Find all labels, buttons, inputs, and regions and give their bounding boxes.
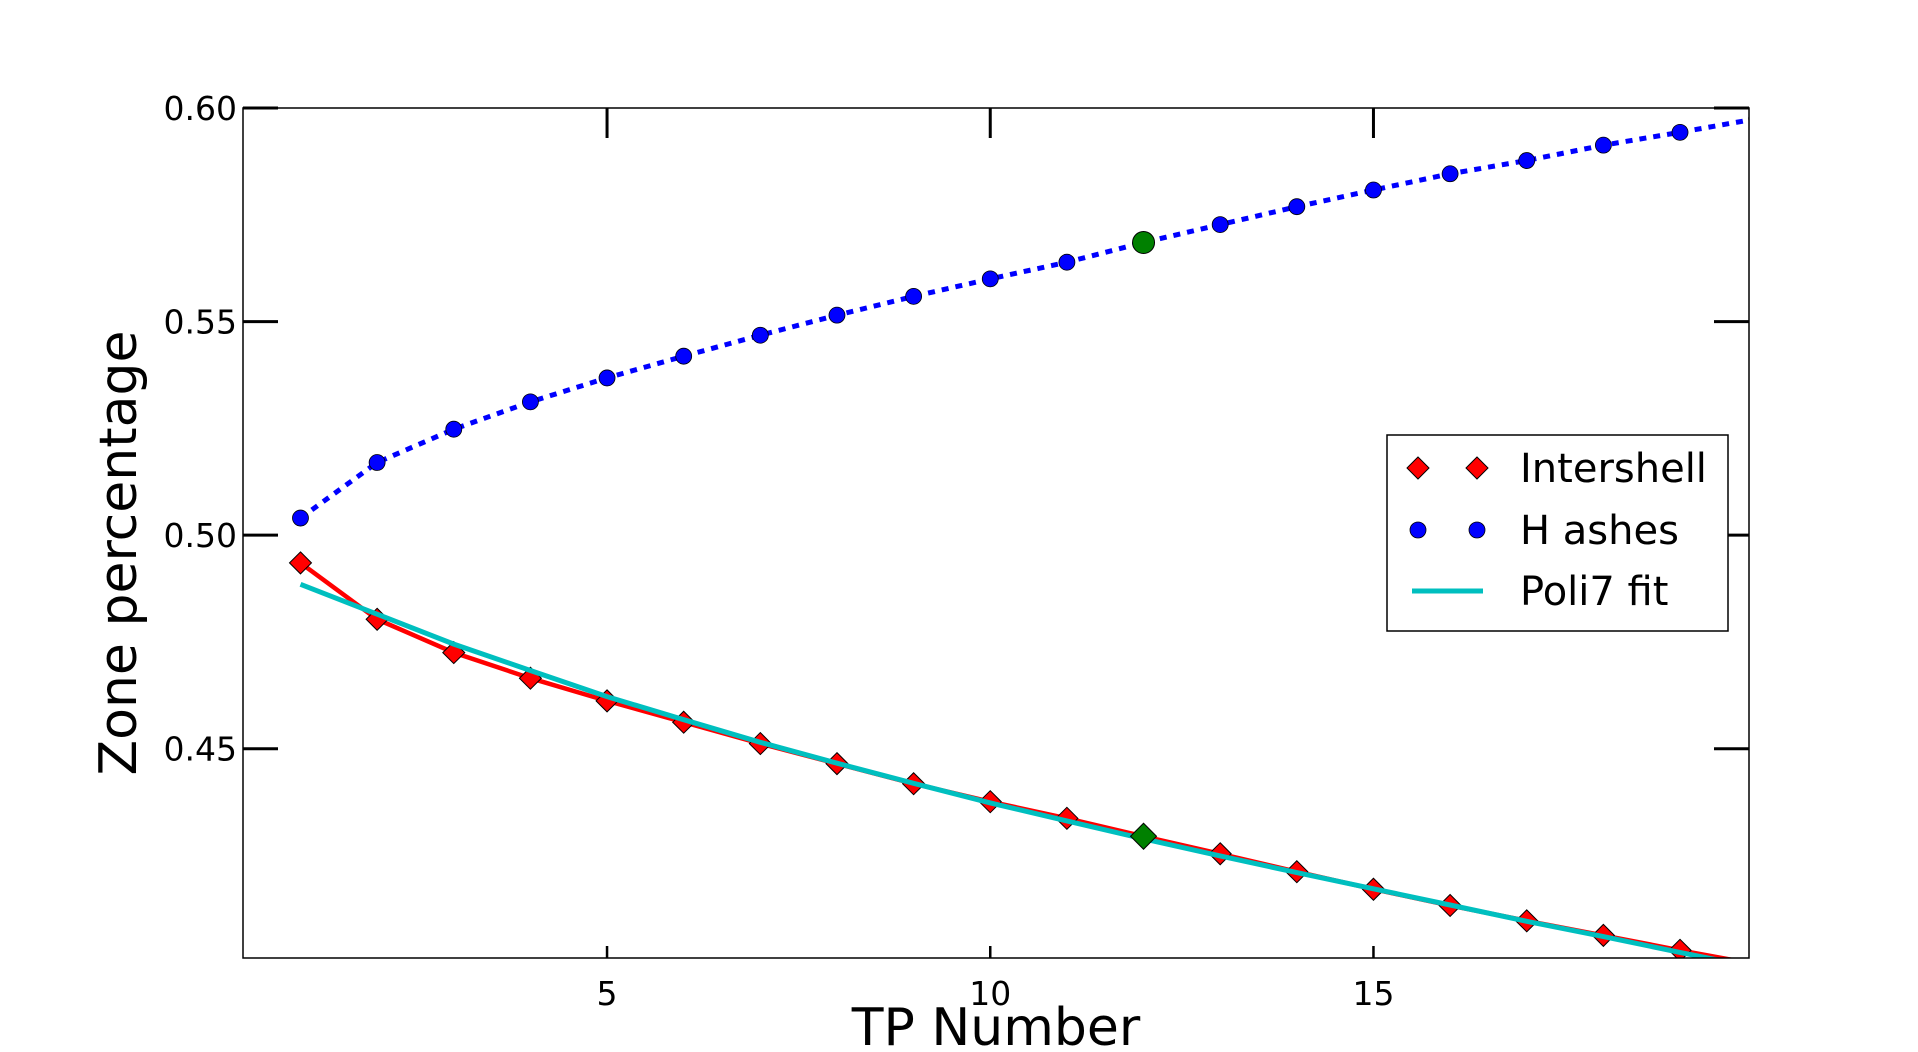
x-tick-label: 5 — [597, 974, 618, 1013]
h-ashes-marker — [1058, 253, 1076, 271]
h-ashes-marker — [905, 287, 923, 305]
h-ashes-marker — [522, 393, 539, 411]
legend-h-ashes-marker — [1409, 521, 1427, 539]
h-ashes-marker — [1211, 216, 1229, 234]
axes-frame — [242, 107, 1750, 959]
y-axis-title: Zone percentage — [89, 331, 149, 776]
h-ashes-marker — [981, 270, 999, 288]
legend-box — [1386, 434, 1729, 632]
h-ashes-marker — [1365, 181, 1382, 199]
h-ashes-marker — [1748, 115, 1749, 123]
h-ashes-marker — [598, 369, 616, 387]
h-ashes-marker — [445, 420, 463, 438]
h-ashes-line — [299, 117, 1749, 521]
poli7-fit-line — [299, 581, 1721, 958]
y-tick-label: 0.45 — [164, 730, 237, 769]
h-ashes-marker — [751, 326, 769, 344]
x-tick-label: 10 — [969, 974, 1011, 1013]
h-ashes-marker — [1288, 198, 1306, 216]
h-ashes-marker — [1671, 123, 1689, 141]
axes: 5 10 15 0.45 0.50 0.55 0.60 TP Number Zone perce… — [89, 89, 1750, 1052]
h-ashes-marker — [1594, 136, 1612, 154]
x-tick-label: 15 — [1352, 974, 1394, 1013]
h-ashes-marker — [368, 454, 386, 471]
y-tick-label: 0.55 — [164, 303, 237, 342]
legend: Intershell H ashes Poli7 fit — [1386, 434, 1729, 632]
legend-label: Poli7 fit — [1520, 569, 1668, 615]
plot-clipped-group — [288, 115, 1749, 958]
intershell-highlight-marker — [1129, 822, 1158, 850]
x-axis-title: TP Number — [851, 998, 1141, 1052]
h-ashes-marker — [675, 347, 693, 365]
h-ashes-marker — [1518, 152, 1536, 169]
h-ashes-marker — [1441, 165, 1459, 183]
h-ashes-marker — [292, 509, 309, 527]
legend-intershell-marker — [1465, 456, 1489, 480]
plot-area — [288, 115, 1749, 958]
h-ashes-marker — [828, 306, 846, 324]
h-ashes-highlight-marker — [1132, 231, 1156, 255]
y-tick-label: 0.50 — [164, 516, 237, 555]
legend-intershell-marker — [1406, 456, 1430, 480]
legend-label: Intershell — [1520, 446, 1707, 492]
intershell-marker — [288, 551, 313, 575]
y-tick-label: 0.60 — [164, 89, 237, 128]
legend-h-ashes-marker — [1468, 521, 1486, 539]
legend-label: H ashes — [1520, 508, 1679, 554]
